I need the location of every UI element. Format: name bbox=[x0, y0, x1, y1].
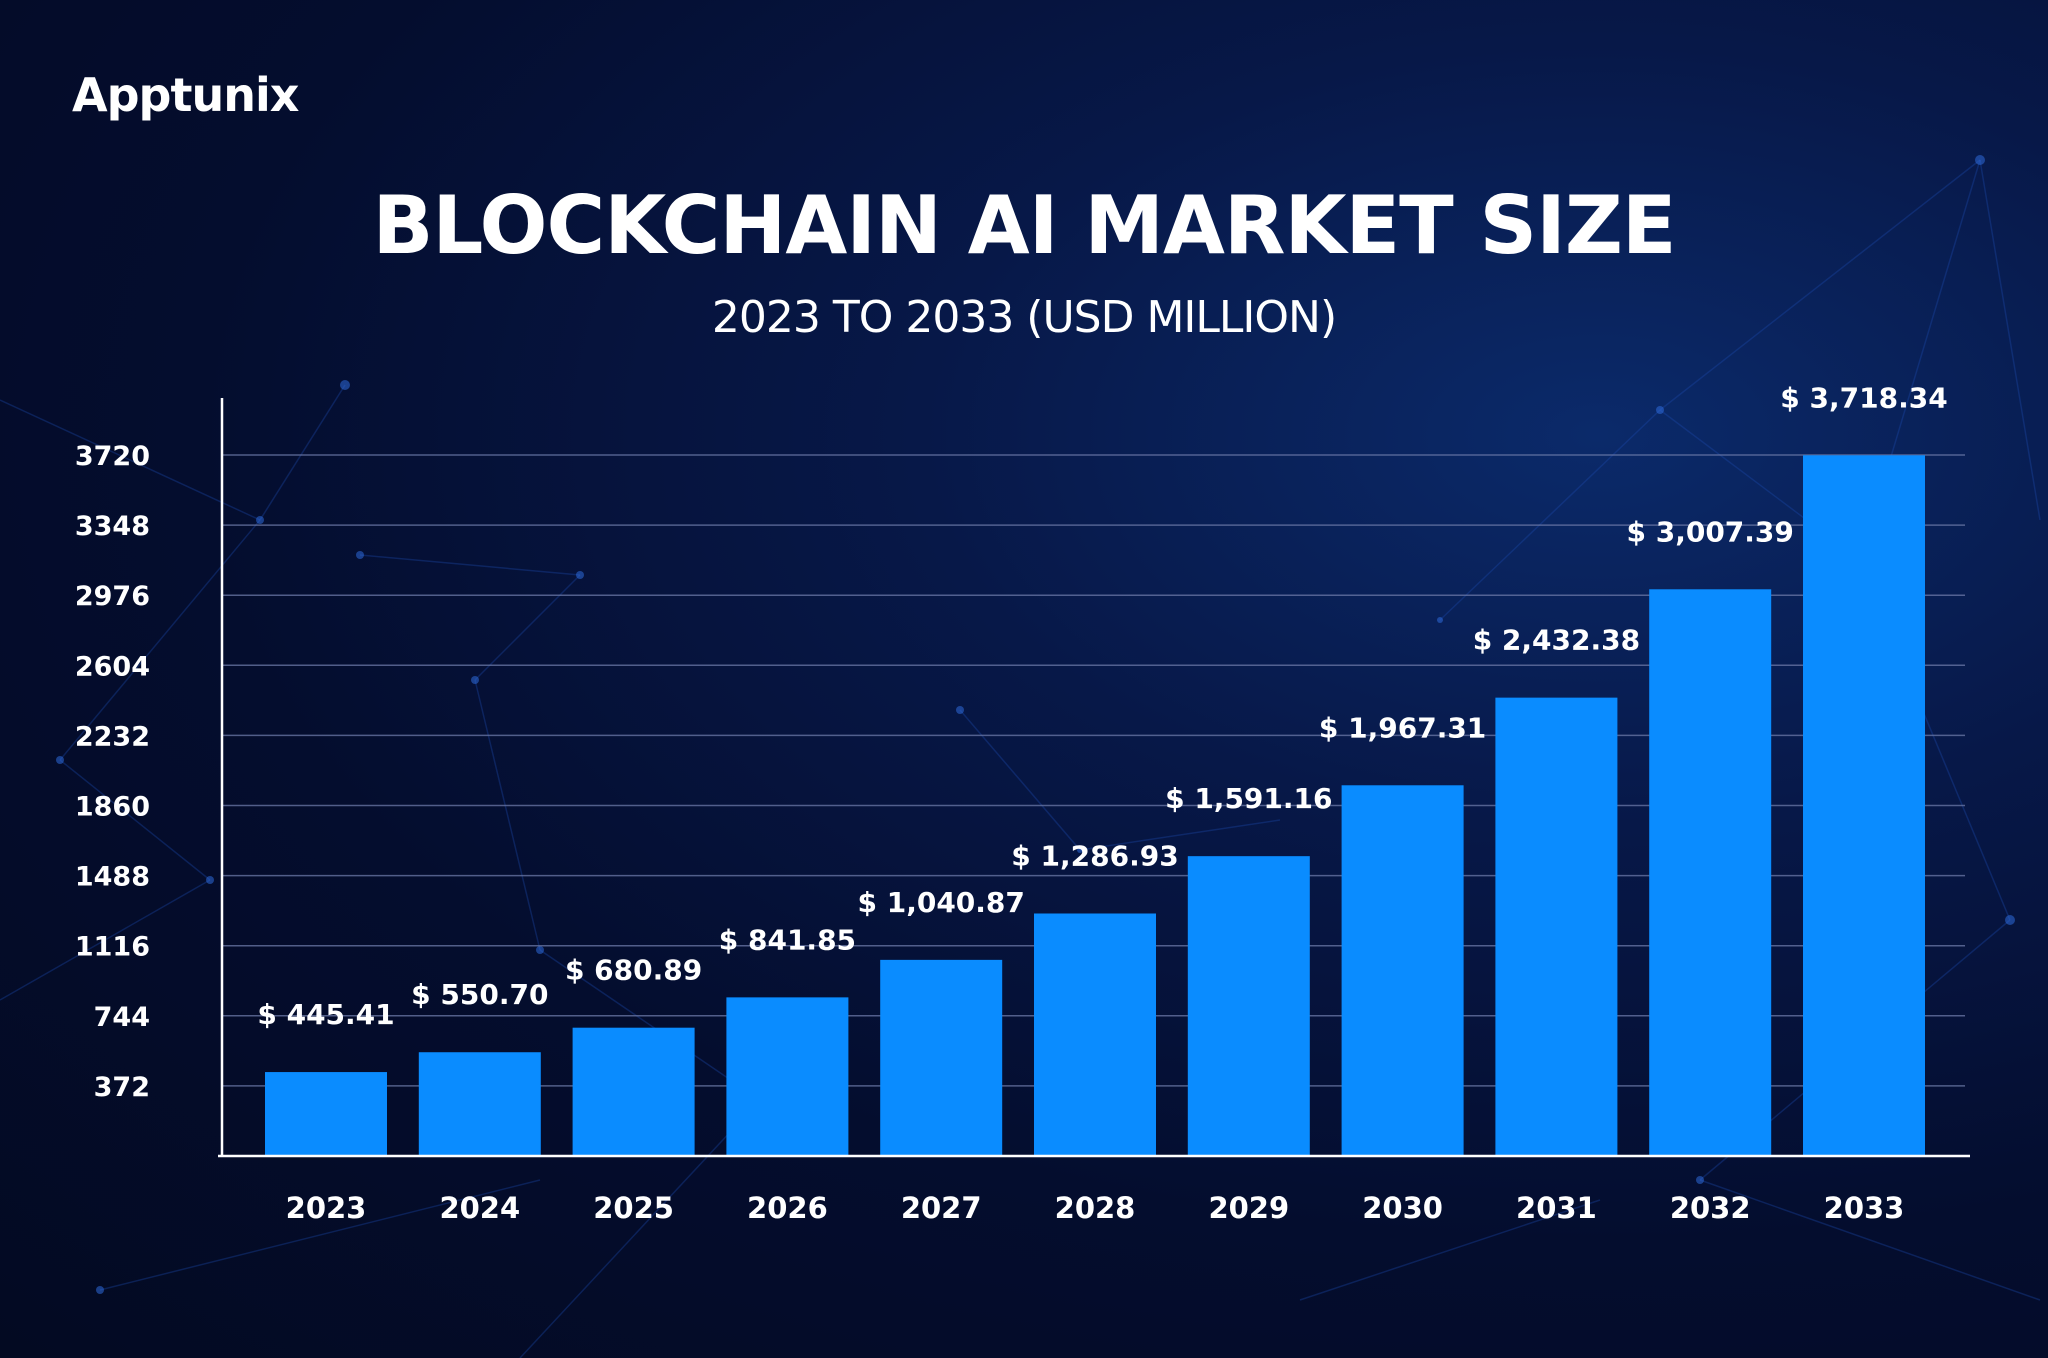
y-tick-label: 2976 bbox=[75, 581, 150, 612]
axes bbox=[218, 398, 1970, 1158]
brand-logo: Apptunix bbox=[72, 72, 299, 118]
bar-value-label: $ 1,591.16 bbox=[1165, 782, 1332, 815]
bar-value-label: $ 550.70 bbox=[411, 978, 548, 1011]
x-tick-label: 2027 bbox=[901, 1191, 982, 1225]
bar-2025 bbox=[572, 1027, 695, 1156]
x-tick-label: 2024 bbox=[439, 1191, 520, 1225]
y-tick-label: 3720 bbox=[75, 441, 150, 472]
bar-value-label: $ 1,040.87 bbox=[857, 886, 1024, 919]
bar-2032 bbox=[1649, 589, 1772, 1156]
bars bbox=[265, 455, 1925, 1156]
bar-2023 bbox=[265, 1072, 387, 1156]
x-tick-label: 2026 bbox=[747, 1191, 828, 1225]
bar-2024 bbox=[418, 1052, 541, 1156]
brand-logo-text: Apptunix bbox=[72, 68, 299, 122]
bar-2028 bbox=[1034, 913, 1156, 1156]
bar-value-label: $ 3,007.39 bbox=[1626, 515, 1793, 548]
x-tick-label: 2028 bbox=[1055, 1191, 1136, 1225]
bar-2033 bbox=[1803, 455, 1925, 1156]
bar-2026 bbox=[726, 997, 849, 1156]
bar-value-label: $ 3,718.34 bbox=[1780, 381, 1947, 414]
bar-2031 bbox=[1495, 697, 1618, 1156]
y-tick-label: 1116 bbox=[75, 932, 150, 963]
x-tick-label: 2030 bbox=[1362, 1191, 1443, 1225]
bar-value-label: $ 841.85 bbox=[719, 923, 856, 956]
chart-subtitle: 2023 TO 2033 (USD MILLION) bbox=[711, 292, 1337, 343]
bar-2027 bbox=[880, 959, 1003, 1156]
bar-2029 bbox=[1187, 856, 1310, 1156]
y-tick-label: 3348 bbox=[75, 511, 150, 542]
bar-value-label: $ 680.89 bbox=[565, 954, 702, 987]
x-tick-label: 2023 bbox=[286, 1191, 367, 1225]
bar-value-label: $ 2,432.38 bbox=[1473, 624, 1640, 657]
x-tick-label: 2025 bbox=[593, 1191, 674, 1225]
y-tick-label: 1488 bbox=[75, 862, 150, 893]
y-tick-label: 2232 bbox=[75, 721, 150, 752]
y-tick-label: 1860 bbox=[75, 792, 150, 823]
x-tick-label: 2029 bbox=[1208, 1191, 1289, 1225]
y-tick-label: 2604 bbox=[75, 651, 150, 682]
bar-2030 bbox=[1341, 785, 1464, 1156]
x-tick-label: 2032 bbox=[1670, 1191, 1751, 1225]
x-tick-label: 2031 bbox=[1516, 1191, 1597, 1225]
bar-value-label: $ 445.41 bbox=[257, 998, 394, 1031]
bar-value-label: $ 1,286.93 bbox=[1011, 839, 1178, 872]
x-tick-label: 2033 bbox=[1824, 1191, 1905, 1225]
labels: 372 744 1116 1488 1860 2232 2604 2976 3348 3720 $ … bbox=[75, 381, 1948, 1225]
bar-value-label: $ 1,967.31 bbox=[1319, 711, 1486, 744]
y-tick-label: 372 bbox=[94, 1072, 150, 1103]
y-tick-label: 744 bbox=[94, 1002, 150, 1033]
chart-title: BLOCKCHAIN AI MARKET SIZE bbox=[372, 179, 1676, 272]
